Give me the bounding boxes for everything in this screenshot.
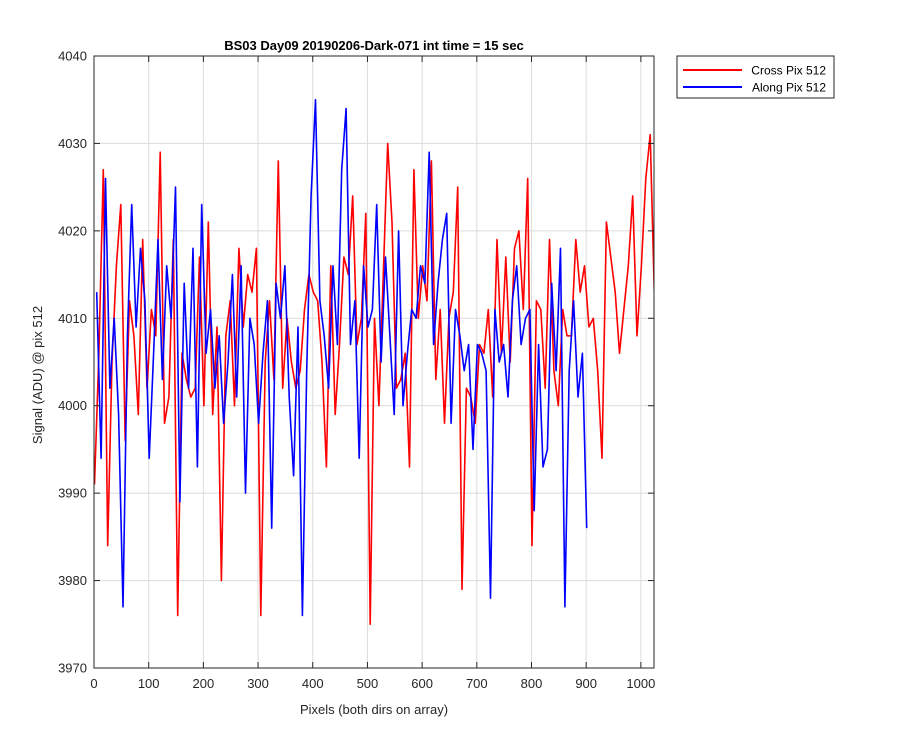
x-tick-label: 200 xyxy=(193,676,215,691)
x-tick-label: 0 xyxy=(90,676,97,691)
y-tick-label: 4000 xyxy=(58,398,87,413)
y-tick-label: 3970 xyxy=(58,661,87,676)
y-tick-label: 4010 xyxy=(58,311,87,326)
x-tick-label: 1000 xyxy=(626,676,655,691)
axis-ticks xyxy=(93,55,654,669)
axes-box xyxy=(93,55,655,669)
legend: Cross Pix 512 Along Pix 512 xyxy=(676,55,835,99)
y-tick-label: 4040 xyxy=(58,49,87,64)
series-line-along-pix-512 xyxy=(95,98,588,617)
chart-title: BS03 Day09 20190206-Dark-071 int time = … xyxy=(224,38,524,53)
x-tick-label: 600 xyxy=(411,676,433,691)
y-tick-label: 4020 xyxy=(58,223,87,238)
x-tick-label: 800 xyxy=(521,676,543,691)
legend-box xyxy=(676,55,835,99)
x-tick-label: 900 xyxy=(575,676,597,691)
y-tick-label: 3990 xyxy=(58,486,87,501)
y-tick-label: 4030 xyxy=(58,136,87,151)
y-tick-label: 3980 xyxy=(58,573,87,588)
x-tick-label: 300 xyxy=(247,676,269,691)
x-tick-label: 400 xyxy=(302,676,324,691)
plot-series xyxy=(94,98,654,626)
y-axis-label: Signal (ADU) @ pix 512 xyxy=(30,306,45,444)
x-tick-label: 500 xyxy=(357,676,379,691)
x-tick-label: 700 xyxy=(466,676,488,691)
x-axis-label: Pixels (both dirs on array) xyxy=(300,702,448,717)
axis-tick-labels: 0 100 200 300 400 500 600 700 800 900 1000 3970 3980… xyxy=(58,49,655,692)
legend-label-cross: Cross Pix 512 xyxy=(751,64,826,78)
x-tick-label: 100 xyxy=(138,676,160,691)
legend-label-along: Along Pix 512 xyxy=(752,81,826,95)
